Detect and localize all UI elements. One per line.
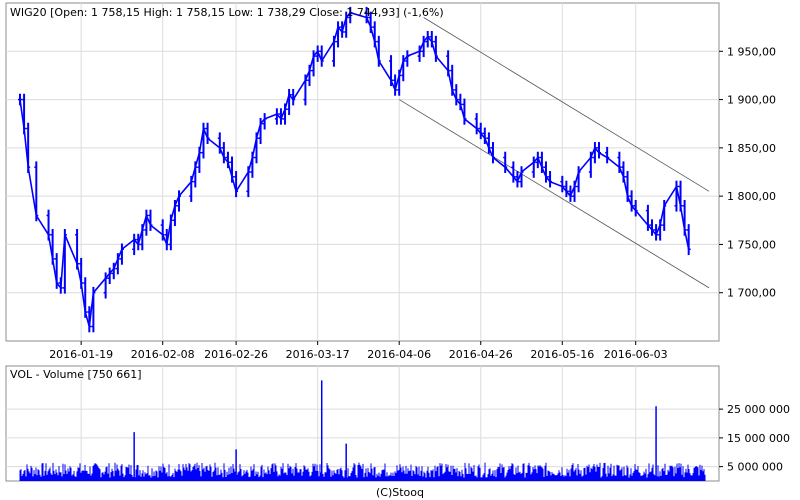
price-bars — [18, 6, 691, 333]
price-panel-frame — [5, 2, 720, 342]
price-x-tick-label: 2016-04-06 — [367, 348, 431, 361]
price-x-tick-label: 2016-03-17 — [286, 348, 350, 361]
price-trendlines — [398, 17, 710, 289]
price-y-tick-label: 1 900,00 — [727, 94, 776, 107]
price-grid — [6, 3, 719, 341]
price-y-tick-label: 1 750,00 — [727, 238, 776, 251]
volume-y-axis: 5 000 000 15 000 000 25 000 000 — [719, 403, 790, 474]
price-title: WIG20 [Open: 1 758,15 High: 1 758,15 Low… — [10, 6, 444, 19]
volume-grid — [6, 366, 719, 481]
volume-y-tick-label: 15 000 000 — [727, 432, 790, 445]
volume-panel-frame — [5, 365, 720, 482]
credit-label: (C)Stooq — [376, 486, 424, 499]
price-x-tick-label: 2016-06-03 — [604, 348, 668, 361]
trendline — [423, 17, 710, 192]
price-x-tick-label: 2016-02-08 — [131, 348, 195, 361]
price-panel: 1 700,00 1 750,00 1 800,00 1 850,00 1 900,00… — [5, 2, 776, 361]
volume-panel: 5 000 000 15 000 000 25 000 000 VOL - Volu… — [5, 365, 790, 482]
price-bar — [686, 224, 691, 256]
volume-y-tick-label: 25 000 000 — [727, 403, 790, 416]
price-y-tick-label: 1 800,00 — [727, 190, 776, 203]
volume-title: VOL - Volume [750 661] — [10, 368, 142, 381]
price-x-tick-label: 2016-05-16 — [530, 348, 594, 361]
price-x-tick-label: 2016-01-19 — [49, 348, 113, 361]
volume-y-tick-label: 5 000 000 — [727, 461, 783, 474]
price-y-tick-label: 1 950,00 — [727, 45, 776, 58]
volume-bars — [19, 380, 706, 481]
price-y-tick-label: 1 700,00 — [727, 287, 776, 300]
trendline — [398, 99, 710, 289]
price-x-axis: 2016-01-19 2016-02-08 2016-02-26 2016-03-17… — [49, 341, 668, 361]
price-y-axis: 1 700,00 1 750,00 1 800,00 1 850,00 1 900,00… — [719, 45, 776, 300]
price-x-tick-label: 2016-02-26 — [204, 348, 268, 361]
price-y-tick-label: 1 850,00 — [727, 142, 776, 155]
price-x-tick-label: 2016-04-26 — [449, 348, 513, 361]
price-close-line — [19, 11, 690, 327]
